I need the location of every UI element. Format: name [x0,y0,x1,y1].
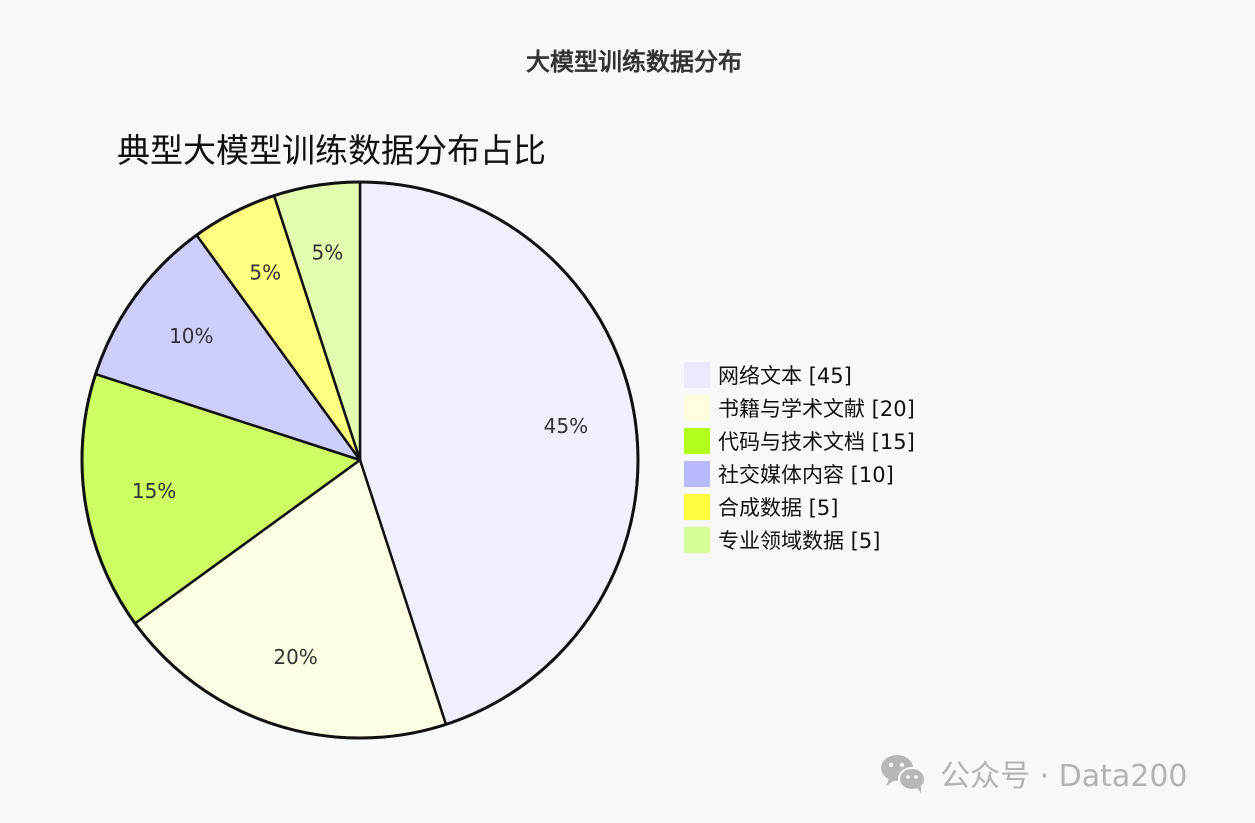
legend-item: 社交媒体内容 [10] [684,457,915,490]
legend-label: 书籍与学术文献 [20] [718,396,915,421]
legend-swatch [684,526,710,553]
slice-label: 5% [249,261,281,285]
chart-title: 典型大模型训练数据分布占比 [117,131,546,170]
legend-swatch [684,427,710,454]
watermark: 公众号 · Data200 [878,751,1188,795]
legend-swatch [684,493,710,520]
chart-legend: 网络文本 [45] 书籍与学术文献 [20] 代码与技术文档 [15] 社交媒体内容 … [684,358,915,556]
legend-swatch [684,361,710,388]
page-title: 大模型训练数据分布 [526,47,742,76]
slice-label: 20% [273,645,317,669]
slice-label: 10% [169,324,213,348]
slice-label: 5% [312,241,344,265]
legend-label: 合成数据 [5] [718,495,839,520]
legend-swatch [684,460,710,487]
watermark-text: 公众号 · Data200 [940,759,1188,794]
wechat-icon [881,755,926,793]
legend-item: 代码与技术文档 [15] [684,424,915,457]
legend-label: 网络文本 [45] [718,363,852,388]
pie-outline [80,180,640,740]
legend-label: 代码与技术文档 [15] [718,429,915,454]
slice-label: 45% [544,414,588,438]
legend-item: 合成数据 [5] [684,490,915,523]
slice-label: 15% [132,479,176,503]
legend-swatch [684,394,710,421]
legend-item: 专业领域数据 [5] [684,523,915,556]
legend-item: 书籍与学术文献 [20] [684,391,915,424]
legend-label: 社交媒体内容 [10] [718,462,894,487]
legend-label: 专业领域数据 [5] [718,528,881,553]
legend-item: 网络文本 [45] [684,358,915,391]
